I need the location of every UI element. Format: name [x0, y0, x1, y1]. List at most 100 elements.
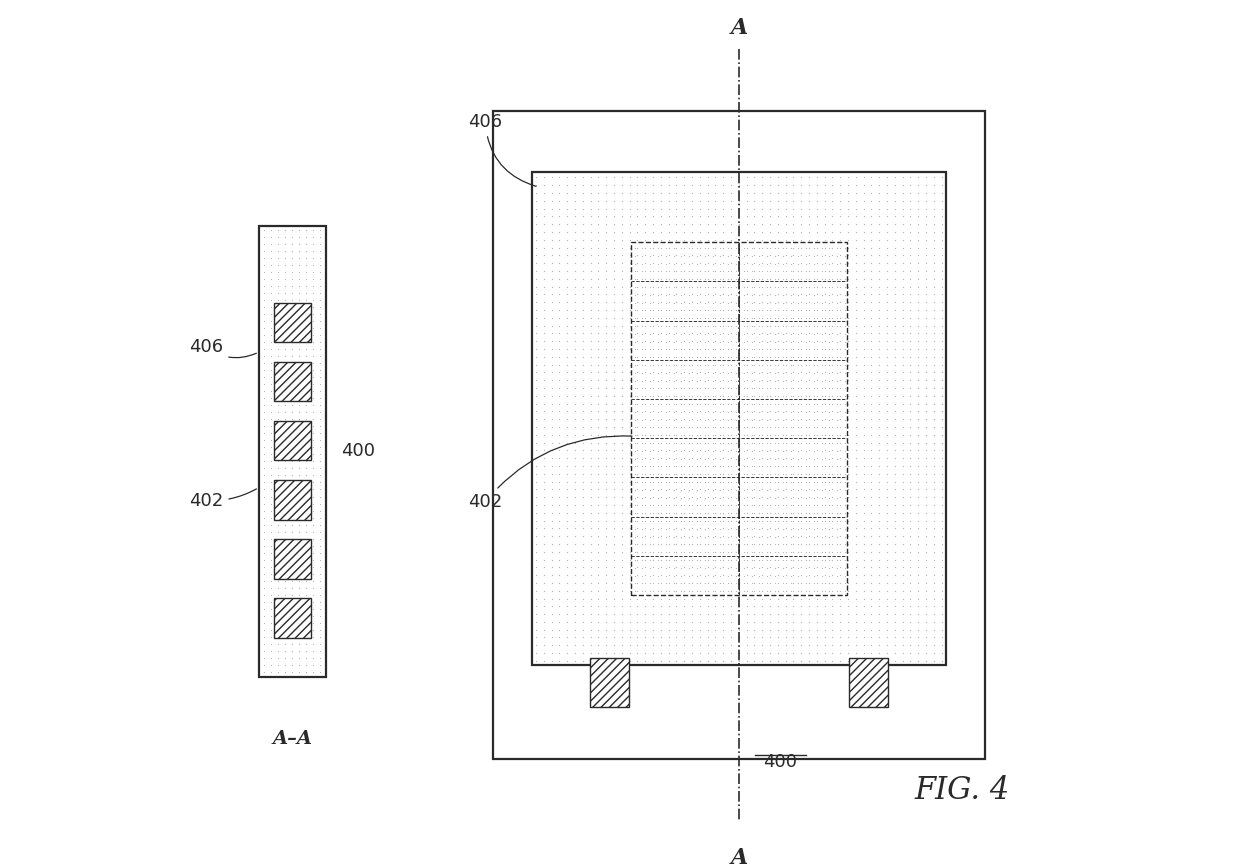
Point — [632, 421, 652, 435]
Point — [753, 607, 773, 621]
Point — [296, 321, 316, 335]
Point — [289, 398, 309, 412]
Point — [924, 170, 944, 184]
Point — [254, 454, 274, 468]
Point — [689, 397, 709, 410]
Point — [604, 443, 624, 457]
Point — [768, 443, 787, 457]
Point — [627, 218, 647, 232]
Point — [682, 257, 702, 270]
Bar — [274, 421, 311, 461]
Point — [689, 545, 709, 559]
Point — [758, 358, 777, 372]
Point — [526, 459, 546, 473]
Point — [815, 576, 835, 590]
Point — [611, 435, 631, 449]
Point — [689, 459, 709, 473]
Point — [644, 530, 663, 543]
Point — [687, 491, 707, 505]
Point — [827, 241, 847, 255]
Point — [580, 404, 600, 418]
Point — [900, 646, 920, 660]
Point — [663, 553, 683, 567]
Point — [289, 427, 309, 441]
Point — [831, 202, 851, 216]
Point — [807, 646, 827, 660]
Point — [784, 420, 804, 434]
Point — [796, 350, 816, 364]
Point — [640, 342, 660, 356]
Point — [908, 576, 928, 590]
Point — [812, 405, 832, 419]
Point — [580, 311, 600, 325]
Point — [877, 397, 897, 410]
Point — [900, 592, 920, 606]
Point — [296, 644, 316, 658]
Point — [706, 561, 725, 575]
Point — [651, 420, 671, 434]
Point — [675, 319, 694, 333]
Point — [627, 350, 647, 364]
Point — [799, 592, 818, 606]
Point — [682, 443, 702, 457]
Point — [838, 420, 858, 434]
Point — [789, 327, 808, 340]
Point — [784, 257, 804, 270]
Point — [931, 631, 951, 645]
Point — [853, 311, 873, 325]
Point — [542, 459, 562, 473]
Point — [877, 537, 897, 551]
Point — [760, 428, 780, 442]
Point — [799, 186, 818, 200]
Point — [275, 630, 295, 644]
Point — [296, 524, 316, 538]
Point — [310, 371, 330, 384]
Point — [596, 638, 616, 652]
Point — [820, 491, 839, 505]
Point — [869, 186, 889, 200]
Point — [768, 241, 787, 255]
Point — [573, 513, 593, 527]
Point — [625, 545, 645, 559]
Point — [625, 257, 645, 270]
Point — [893, 467, 913, 480]
Point — [742, 390, 761, 403]
Point — [908, 202, 928, 216]
Point — [791, 435, 811, 449]
Point — [791, 288, 811, 302]
Point — [254, 497, 274, 511]
Point — [640, 280, 660, 294]
Point — [827, 327, 847, 340]
Point — [768, 545, 787, 559]
Bar — [631, 242, 847, 595]
Point — [799, 241, 818, 255]
Point — [680, 311, 699, 325]
Point — [694, 584, 714, 598]
Point — [749, 327, 769, 340]
Point — [838, 280, 858, 294]
Point — [722, 233, 742, 247]
Point — [596, 561, 616, 575]
Point — [734, 327, 754, 340]
Point — [908, 545, 928, 559]
Point — [877, 607, 897, 621]
Point — [635, 233, 655, 247]
Point — [836, 303, 856, 317]
Point — [893, 170, 913, 184]
Point — [924, 607, 944, 621]
Point — [791, 272, 811, 286]
Point — [310, 665, 330, 679]
Point — [689, 210, 709, 224]
Point — [656, 350, 676, 364]
Point — [656, 303, 676, 317]
Point — [663, 522, 683, 536]
Point — [862, 358, 882, 372]
Point — [651, 412, 671, 426]
Point — [635, 288, 655, 302]
Point — [718, 506, 738, 520]
Point — [718, 584, 738, 598]
Point — [916, 631, 936, 645]
Point — [908, 623, 928, 637]
Point — [304, 308, 324, 321]
Point — [656, 429, 676, 442]
